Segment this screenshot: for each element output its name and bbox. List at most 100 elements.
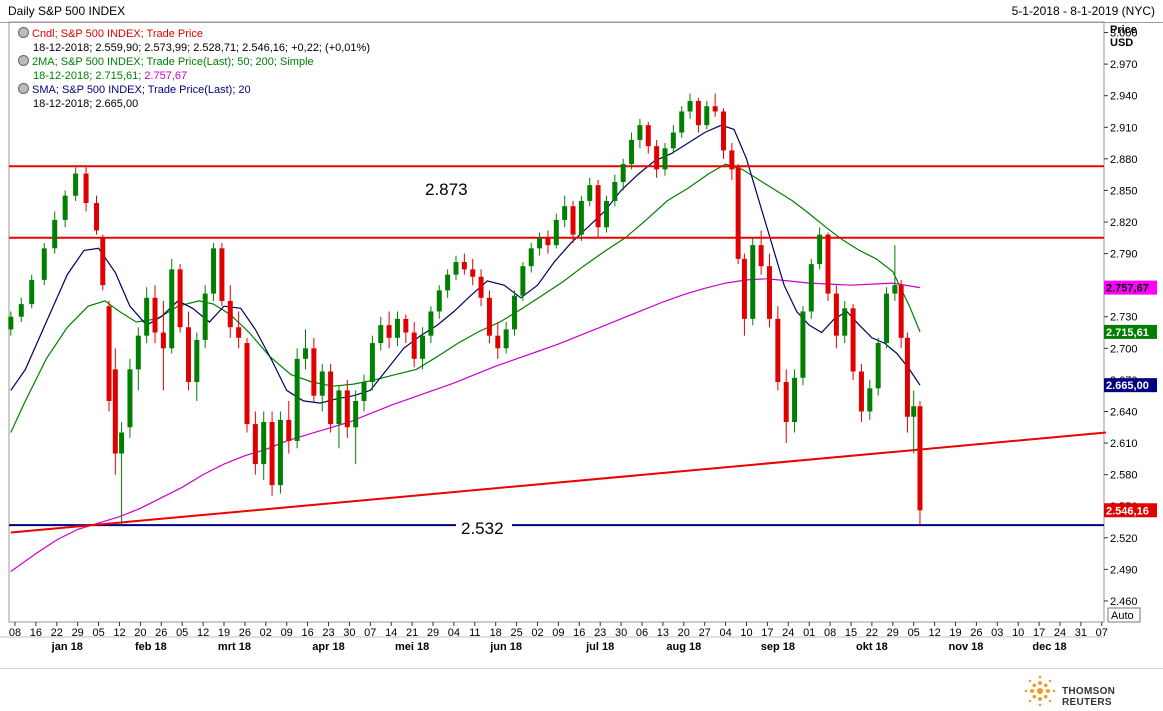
candle-body [741,258,747,319]
candle-body [303,348,309,359]
legend-candle-row[interactable]: Cndl; S&P 500 INDEX; Trade Price [18,27,370,41]
x-tick-label: 10 [1012,627,1024,639]
candle-body [917,406,923,511]
x-tick-label: 12 [928,627,940,639]
candle-body [687,100,693,112]
x-month-label: apr 18 [312,641,344,653]
y-tick-label: 2.640 [1110,406,1138,418]
legend-sma-values: 18-12-2018; 2.665,00 [33,98,139,110]
sma20-line [10,124,921,404]
candle-body [169,269,175,349]
x-month-label: mei 18 [395,641,429,653]
candle-body [833,293,839,336]
x-tick-label: 09 [552,627,564,639]
x-tick-label: 23 [594,627,606,639]
x-tick-label: 05 [92,627,104,639]
x-tick-label: 05 [176,627,188,639]
auto-scale-button[interactable]: Auto [1111,610,1134,622]
candle-body [612,182,618,201]
legend-ma50-value: 18-12-2018; 2.715,61; [33,70,145,82]
candle-body [758,245,764,267]
x-month-label: feb 18 [135,641,167,653]
candle-body [570,206,576,235]
candle-body [545,237,551,246]
x-tick-label: 29 [72,627,84,639]
candle-body [892,285,898,294]
footer [0,668,1163,711]
x-tick-label: 19 [949,627,961,639]
candle-body [94,203,100,231]
candle-body [453,262,459,275]
y-tick-label: 2.970 [1110,59,1138,71]
thomson-reuters-logo-icon [1024,675,1056,707]
indicator-settings-icon[interactable] [18,83,29,94]
candle-body [236,327,242,338]
indicator-settings-icon[interactable] [18,27,29,38]
auto-scale-button-frame[interactable] [1107,607,1141,623]
candle-body [704,106,710,126]
x-tick-label: 30 [343,627,355,639]
x-month-label: jul 18 [585,641,614,653]
candle-body [578,200,584,235]
candle-body [735,167,741,259]
candle-body [106,306,112,401]
x-tick-label: 03 [991,627,1003,639]
candle-body [662,148,668,170]
candle-body [62,195,68,220]
candle-body [670,132,676,149]
y-tick-label: 2.610 [1110,438,1138,450]
candle-body [470,269,476,277]
candle-body [83,173,89,204]
candle-body [721,111,727,151]
candle-body [135,335,141,370]
trendline-group [10,431,1107,534]
x-tick-label: 04 [719,627,731,639]
y-tick-label: 3.000 [1110,28,1138,40]
date-range: 5-1-2018 - 8-1-2019 (NYC) [1011,4,1155,18]
x-tick-label: 08 [9,627,21,639]
candle-body [654,146,660,170]
x-tick-label: 20 [134,627,146,639]
indicator-settings-icon[interactable] [18,55,29,66]
candle-body [553,219,559,246]
x-tick-label: 12 [197,627,209,639]
x-tick-label: 14 [385,627,397,639]
y-tick-label: 2.490 [1110,564,1138,576]
x-tick-label: 24 [782,627,794,639]
x-month-label: nov 18 [949,641,984,653]
legend-sma-title: SMA; S&P 500 INDEX; Trade Price(Last); 2… [32,84,251,96]
candle-body [100,237,106,286]
candle-body [361,382,367,401]
resistance-label: 2.873 [425,180,468,199]
legend-ma-row[interactable]: 2MA; S&P 500 INDEX; Trade Price(Last); 5… [18,55,370,69]
candle-body [520,266,526,296]
candle-body [867,388,873,412]
y-axis-unit-usd: USD [1110,37,1133,49]
candle-body [850,308,856,372]
candle-body [875,343,881,389]
x-tick-label: 16 [301,627,313,639]
candle-body [177,269,183,328]
candle-body [587,185,593,201]
x-tick-label: 07 [364,627,376,639]
candle-body [244,343,250,425]
x-tick-label: 26 [155,627,167,639]
candle-body [420,335,426,359]
x-tick-label: 04 [448,627,460,639]
price-chart[interactable]: 3.000 2.970 2.940 2.910 2.880 2.850 2.820 2.790… [0,0,1163,668]
value-tag-bg [1104,280,1157,295]
x-tick-label: 20 [678,627,690,639]
x-tick-label: 19 [218,627,230,639]
x-month-label: dec 18 [1032,641,1066,653]
candle-body [8,316,14,330]
trendline [10,431,1107,534]
candle-body [792,377,798,422]
legend-ma-values: 18-12-2018; 2.715,61; 2.757,67 [18,69,370,83]
y-tick-label: 2.910 [1110,122,1138,134]
x-tick-label: 11 [469,627,480,639]
legend-sma-row[interactable]: SMA; S&P 500 INDEX; Trade Price(Last); 2… [18,83,370,97]
x-tick-label: 18 [490,627,502,639]
support-label: 2.532 [461,519,504,538]
candle-body [603,200,609,228]
candle-body [219,248,225,301]
